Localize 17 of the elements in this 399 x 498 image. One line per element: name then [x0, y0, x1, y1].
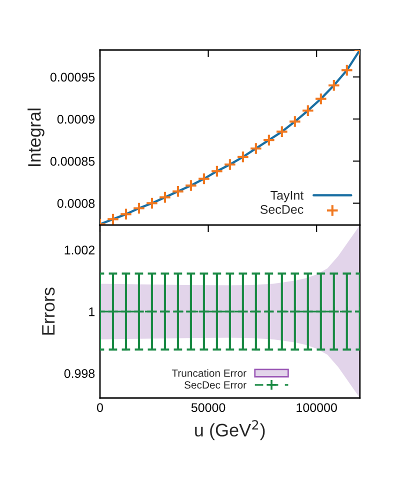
y-tick-label: 1 [89, 307, 95, 316]
y-tick-label: 0.0008 [57, 199, 95, 208]
y-axis-title: Integral [28, 108, 44, 166]
legend-label: Truncation Error [172, 369, 246, 377]
y-axis-title: Errors [42, 288, 55, 335]
y-tick-label: 0.998 [64, 369, 95, 378]
legend-label: TayInt [270, 191, 304, 202]
y-tick-label: 1.002 [64, 246, 95, 254]
x-axis-title: u (GeV$^{2}$) [195, 420, 265, 440]
y-tick-label: 0.00085 [50, 156, 95, 166]
legend-label: SecDec [260, 205, 304, 214]
legend-label: SecDec Error [184, 381, 246, 389]
x-tick-label: 0 [97, 403, 103, 412]
x-tick-label: 100000 [296, 403, 337, 412]
x-tick-label: 50000 [191, 403, 226, 412]
y-tick-label: 0.00095 [50, 72, 95, 82]
y-tick-label: 0.0009 [57, 114, 95, 124]
